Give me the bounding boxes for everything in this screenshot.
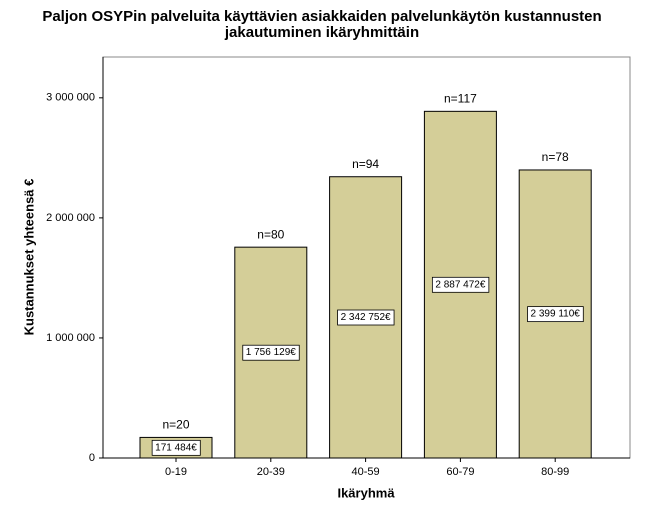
value-label-box <box>337 309 395 326</box>
y-tick-label: 2 000 000 <box>46 212 95 224</box>
value-label-box <box>527 306 584 323</box>
x-axis-title: Ikäryhmä <box>337 485 395 500</box>
y-axis-title: Kustannukset yhteensä € <box>21 179 36 336</box>
value-label-box <box>151 439 201 456</box>
annotation: n=117 <box>444 92 477 106</box>
value-label-box <box>431 276 490 293</box>
x-tick-label: 0-19 <box>165 466 187 478</box>
x-tick-label: 60-79 <box>446 466 474 478</box>
x-tick-label: 20-39 <box>257 466 285 478</box>
annotation: n=20 <box>162 418 189 432</box>
x-tick-label: 80-99 <box>541 466 569 478</box>
chart-title: Paljon OSYPin palveluita käyttävien asia… <box>42 8 601 25</box>
value-label: 2 399 110€ <box>531 309 581 320</box>
y-tick-label: 0 <box>89 452 95 464</box>
annotation: n=94 <box>352 157 379 171</box>
value-label: 2 342 752€ <box>341 312 391 323</box>
chart-title: jakautuminen ikäryhmittäin <box>224 24 419 41</box>
value-label-box <box>242 344 300 361</box>
annotation: n=80 <box>257 227 284 241</box>
value-label: 2 887 472€ <box>435 279 485 290</box>
y-tick-label: 1 000 000 <box>46 332 95 344</box>
y-tick-label: 3 000 000 <box>46 92 95 104</box>
value-label: 171 484€ <box>155 442 197 453</box>
annotation: n=78 <box>542 150 569 164</box>
value-label: 1 756 129€ <box>246 347 296 358</box>
x-tick-label: 40-59 <box>352 466 380 478</box>
